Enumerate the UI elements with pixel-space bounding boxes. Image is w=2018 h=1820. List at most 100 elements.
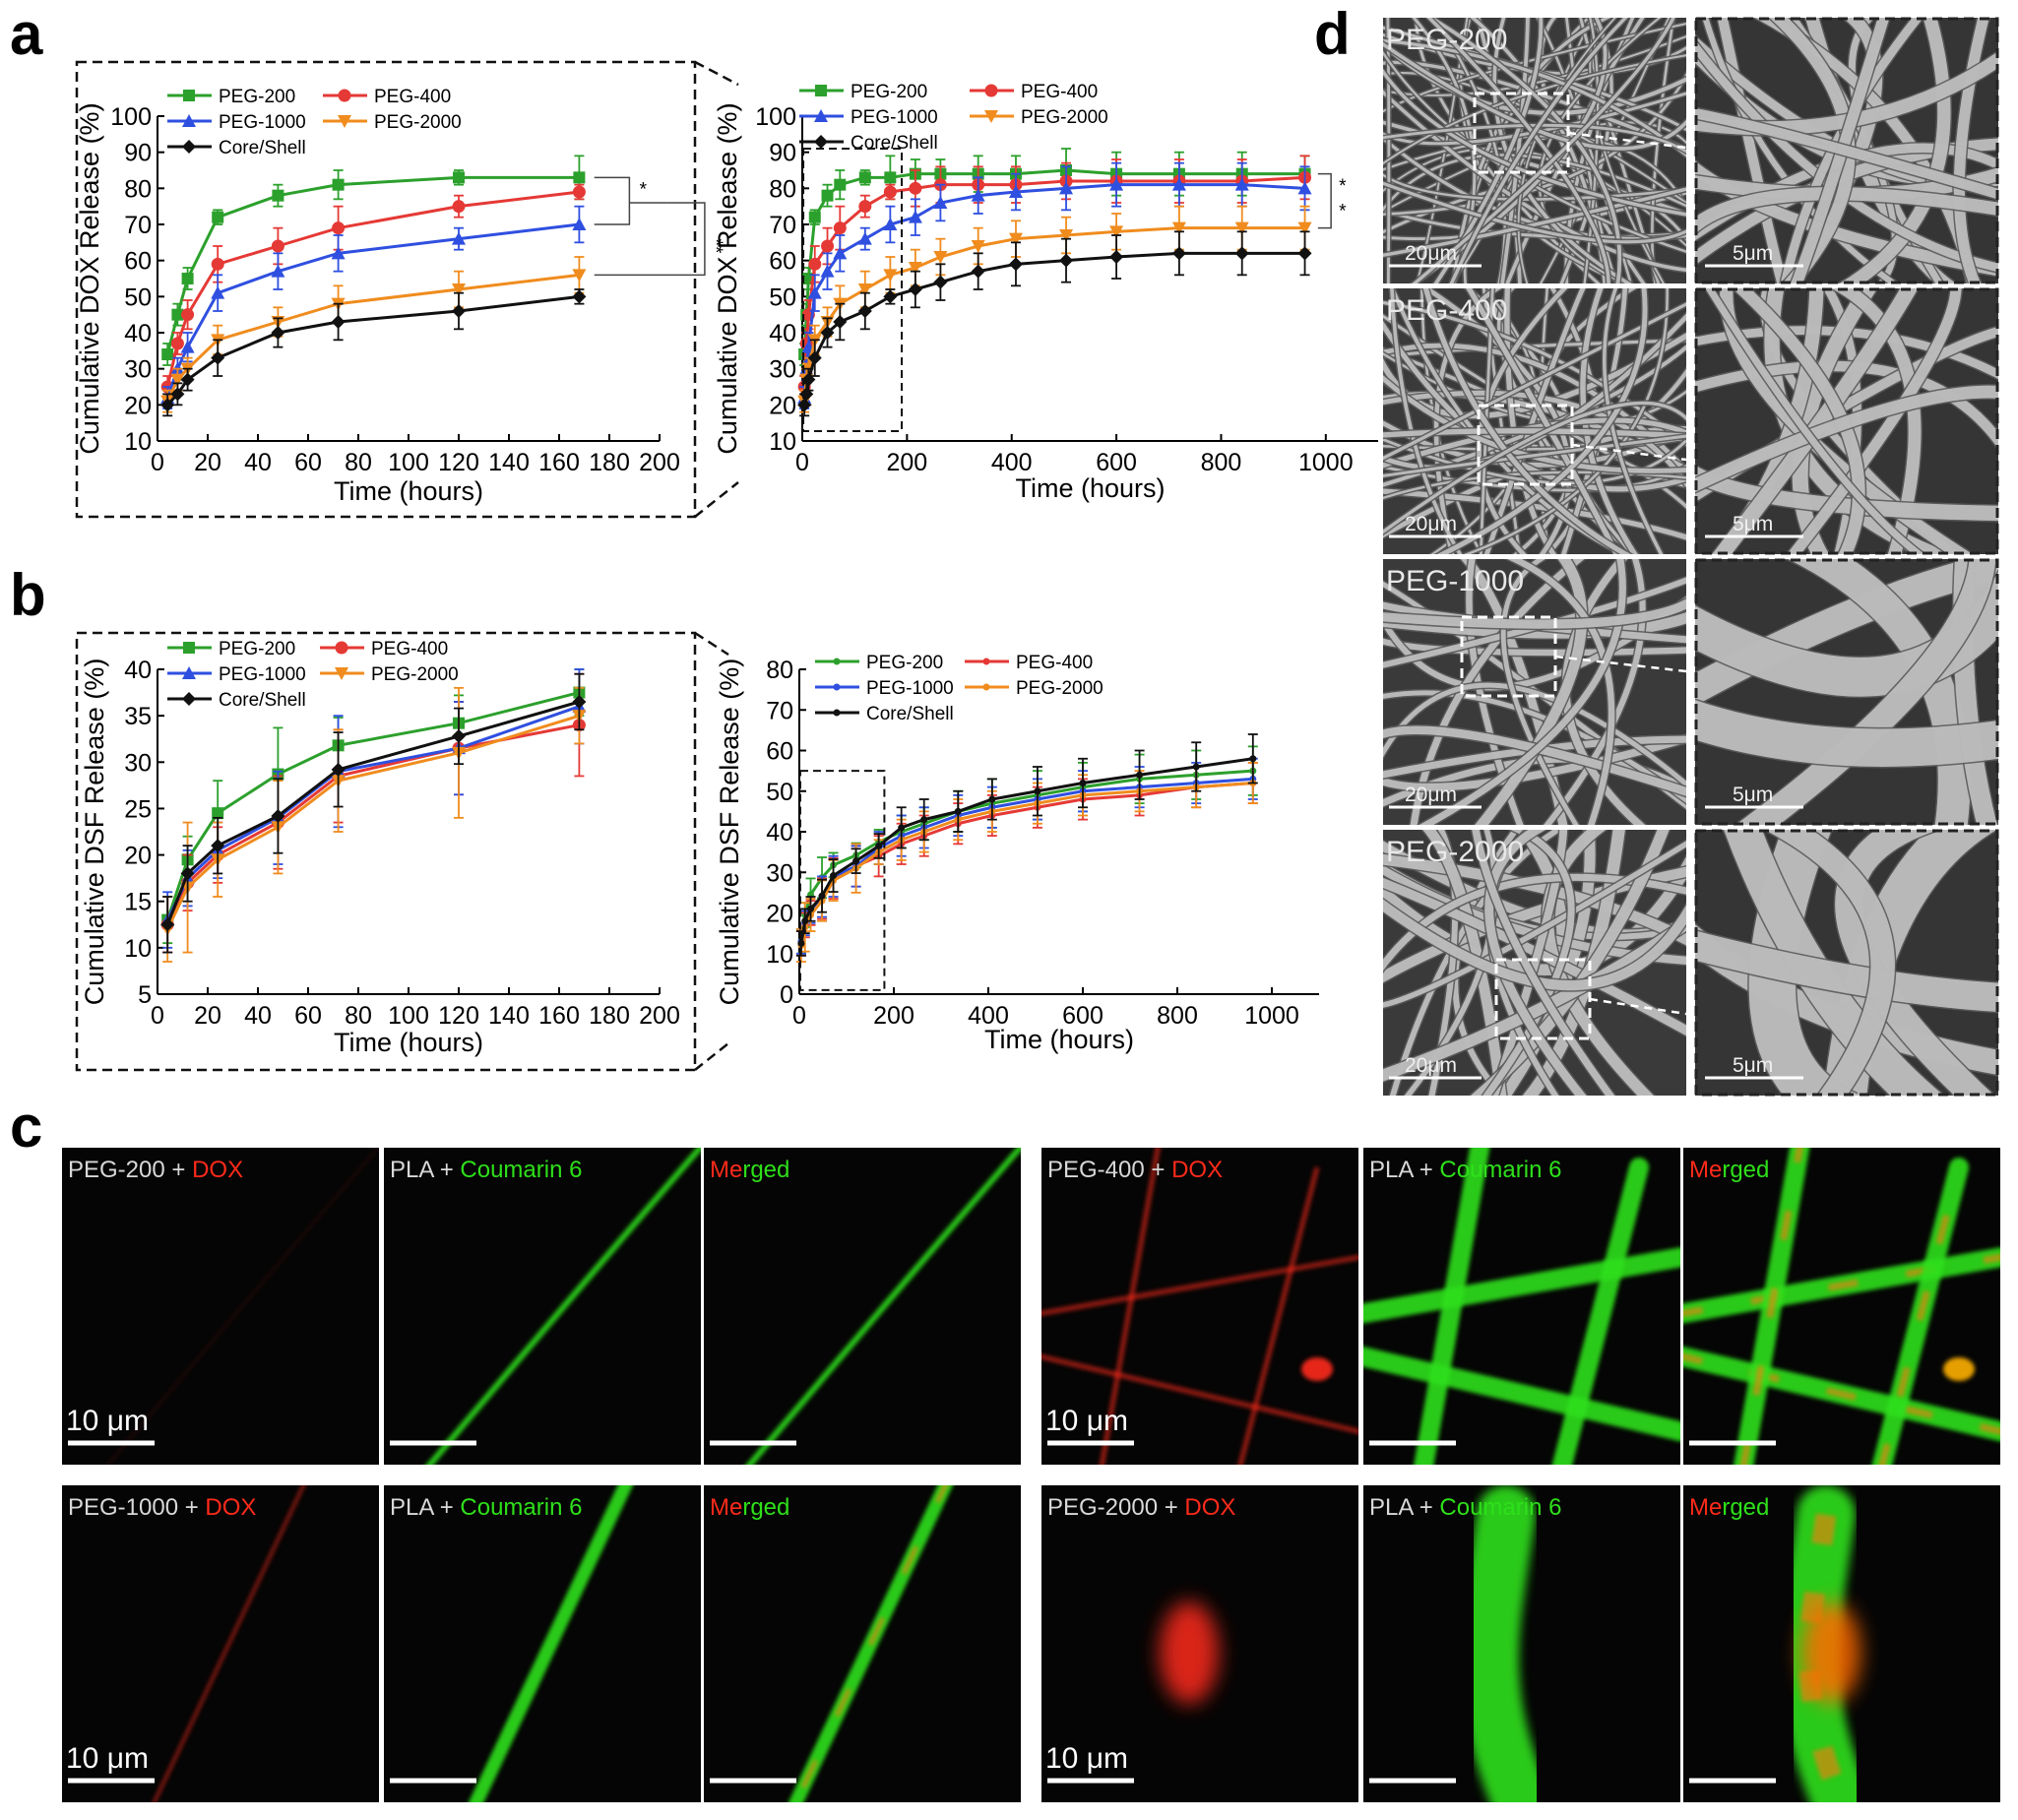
sem-row-peg-2000: PEG-2000 20μm 5μm (1383, 829, 1999, 1097)
fiber (1522, 830, 1625, 1096)
fluor-content (1780, 1485, 1870, 1802)
series-line-core-shell (799, 757, 1254, 944)
series-peg-1000 (160, 205, 587, 409)
data-point-peg-400 (170, 337, 184, 350)
significance-star: * (1339, 202, 1347, 222)
label-part: rged (742, 1494, 789, 1521)
bracket-line (594, 202, 706, 277)
fiber (1383, 434, 1686, 477)
legend-label: PEG-200 (851, 82, 927, 102)
fluor-content (469, 1485, 634, 1802)
x-tick-label: 0 (151, 1002, 164, 1030)
x-tick-label: 400 (968, 1002, 1009, 1030)
x-axis-label: Time (hours) (334, 1028, 483, 1057)
fluor-content (1363, 1148, 1680, 1465)
significance-bracket (1317, 172, 1332, 229)
fluor-coumarin-channel: PLA + Coumarin 6 (384, 1485, 701, 1802)
zoom-region-box (802, 148, 904, 432)
scale-bar-label: 20μm (1405, 242, 1457, 265)
fiber (1695, 385, 1998, 493)
series-peg-200 (161, 155, 586, 366)
zoom-frame-a (75, 60, 739, 519)
zoom-connector (1571, 443, 1687, 462)
data-point-core-shell (1034, 787, 1041, 795)
legend-item-peg-200: PEG-200 (815, 653, 943, 673)
scale-bar-label: 20μm (1405, 784, 1457, 806)
data-point-peg-1000 (971, 188, 985, 202)
data-point-core-shell (933, 275, 948, 289)
fiber-overlap (793, 1485, 949, 1802)
y-tick-label: 90 (769, 140, 796, 167)
data-point-peg-1000 (820, 264, 835, 278)
sem-row-peg-400: PEG-400 20μm 5μm (1383, 287, 1999, 555)
fiber (1383, 725, 1686, 796)
y-tick-label: 10 (124, 428, 152, 456)
data-point-core-shell (830, 872, 838, 880)
fiber (1463, 288, 1669, 554)
x-tick-label: 80 (345, 1002, 372, 1030)
x-tick-label: 200 (639, 1002, 680, 1030)
label-part: DOX (192, 1157, 243, 1183)
series-core-shell (795, 733, 1258, 957)
legend-label: PEG-400 (374, 87, 451, 107)
fiber (1720, 288, 1973, 554)
legend-marker (833, 709, 841, 717)
x-tick-label: 0 (792, 1002, 806, 1030)
y-tick-label: 20 (766, 901, 793, 928)
y-tick-label: 80 (769, 175, 796, 203)
fiber (1427, 18, 1622, 283)
y-tick-label: 40 (124, 657, 152, 684)
fiber (1383, 173, 1686, 201)
y-tick-label: 20 (124, 392, 152, 419)
significance-bracket (594, 176, 706, 277)
fluor-content (1460, 1485, 1550, 1802)
data-point-core-shell (883, 289, 898, 304)
fiber (1383, 401, 1686, 534)
legend-item-peg-200: PEG-200 (167, 639, 295, 659)
legend-marker (833, 683, 841, 691)
series-core-shell (160, 288, 587, 417)
y-axis-label: Cumulative DOX Release (%) (713, 102, 742, 454)
data-point-peg-200 (884, 171, 897, 184)
x-axis-label: Time (hours) (334, 476, 483, 506)
data-point-peg-1000 (1171, 177, 1186, 191)
scale-bar-label: 10 μm (1045, 1742, 1128, 1775)
fluor-group-peg-1000: 10 μm PEG-1000 + DOX PLA + Coumarin 6 Merge… (62, 1485, 1021, 1802)
data-point-core-shell (818, 892, 826, 900)
data-point-peg-200 (821, 189, 834, 202)
sem-image-low-mag (1383, 830, 1686, 1096)
channel-label: PEG-2000 + DOX (1047, 1494, 1235, 1521)
data-point-core-shell (180, 372, 195, 387)
legend-item-peg-2000: PEG-2000 (965, 678, 1104, 699)
data-point-peg-1000 (933, 196, 948, 209)
data-point-peg-200 (453, 171, 465, 184)
x-tick-label: 0 (795, 449, 809, 476)
label-part: PLA + (1369, 1157, 1439, 1183)
fiber-overlap (1739, 1148, 1803, 1465)
y-tick-label: 10 (769, 428, 796, 456)
x-tick-label: 20 (194, 1002, 221, 1030)
fiber (1383, 417, 1686, 469)
series-line-peg-1000 (165, 222, 580, 399)
data-point-peg-1000 (271, 264, 285, 278)
legend-marker (833, 658, 841, 665)
fiber (1404, 830, 1498, 1096)
legend-label: PEG-1000 (851, 107, 938, 128)
fluor-content (106, 1148, 379, 1465)
fluor-background (62, 1148, 379, 1465)
fiber (1705, 288, 1925, 554)
legend-item-peg-200: PEG-200 (167, 87, 295, 107)
y-tick-label: 30 (766, 859, 793, 887)
fiber (1489, 830, 1568, 1096)
series-line-peg-2000 (165, 273, 580, 403)
legend-marker (182, 140, 196, 154)
legend-item-peg-400: PEG-400 (320, 639, 448, 659)
data-point-peg-1000 (883, 218, 898, 230)
data-point-core-shell (271, 808, 285, 823)
legend-label: Core/Shell (866, 704, 954, 724)
sem-row-peg-1000: PEG-1000 20μm 5μm (1383, 558, 1999, 826)
series-line-peg-200 (165, 175, 580, 355)
fiber (1472, 830, 1615, 1096)
label-part: Coumarin 6 (460, 1157, 582, 1183)
sem-image-high-mag (1695, 559, 1998, 825)
